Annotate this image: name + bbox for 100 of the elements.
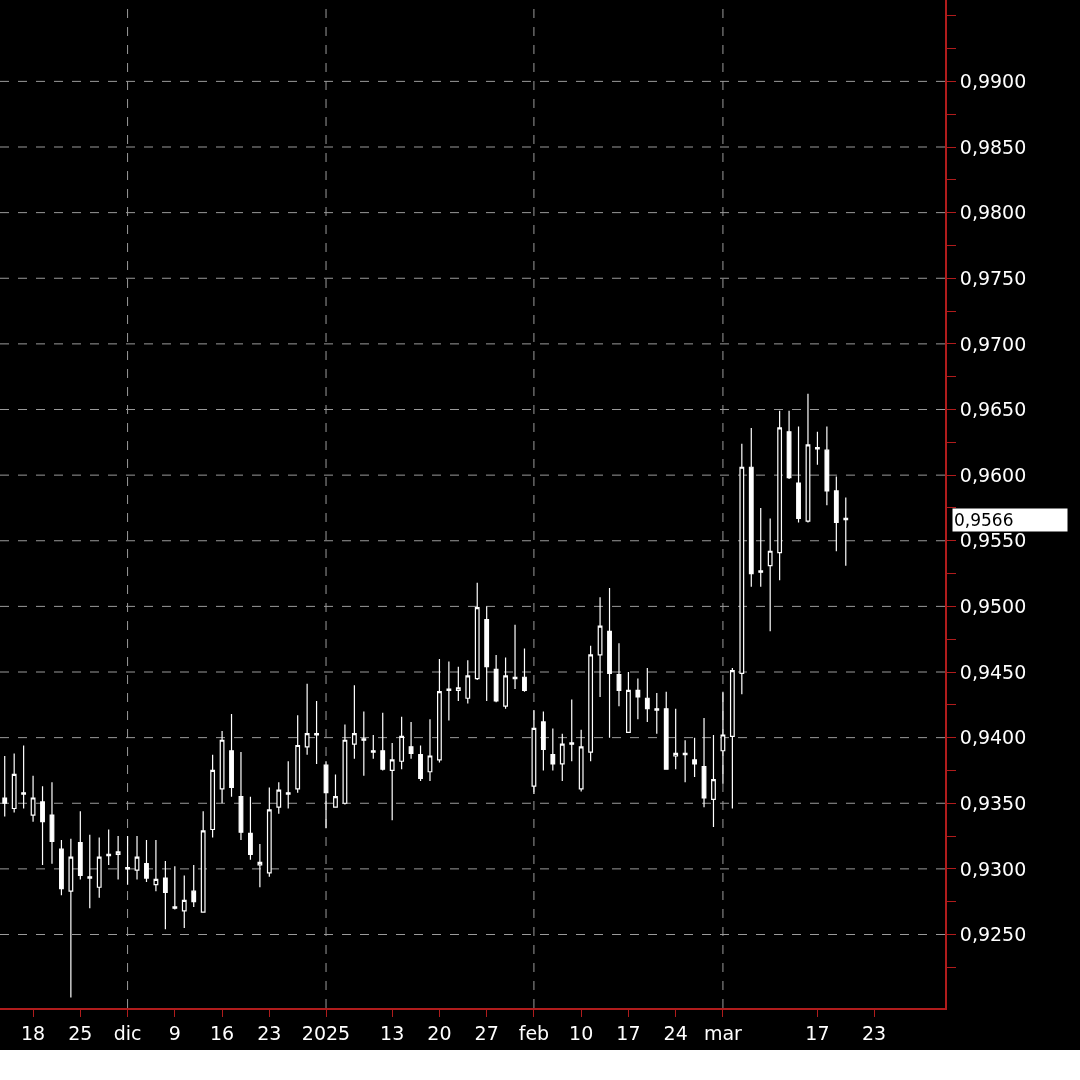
candlestick	[295, 714, 301, 794]
candlestick	[692, 737, 697, 778]
x-tick-label: mar	[703, 1021, 743, 1044]
candlestick	[30, 775, 36, 823]
x-tick-label: 13	[380, 1021, 405, 1044]
candlestick	[654, 692, 660, 735]
candlestick	[40, 785, 45, 866]
x-tick-label: 10	[569, 1021, 594, 1044]
candlestick	[531, 709, 537, 795]
x-tick-label: dic	[113, 1021, 142, 1044]
candlestick	[503, 656, 508, 710]
x-tick-label: 17	[616, 1021, 641, 1044]
x-tick-label: 17	[805, 1021, 830, 1044]
x-tick-label: 18	[20, 1021, 46, 1044]
candlestick	[711, 734, 716, 828]
candlestick	[815, 431, 820, 466]
candlestick	[408, 721, 414, 760]
candlestick	[446, 660, 452, 722]
y-tick-label: 0,9700	[959, 332, 1027, 355]
candlestick	[59, 839, 64, 896]
candlestick	[210, 754, 216, 838]
candlestick	[843, 496, 849, 567]
x-tick-label: 25	[68, 1021, 93, 1044]
candlestick	[238, 751, 244, 841]
candlestick	[77, 810, 83, 880]
candlestick	[191, 864, 197, 908]
candlestick	[635, 677, 641, 720]
candlestick	[701, 717, 707, 808]
y-tick-label: 0,9450	[959, 660, 1027, 683]
candlestick	[522, 647, 527, 693]
candlestick	[616, 642, 622, 707]
candlestick	[607, 587, 612, 739]
candlestick	[172, 865, 178, 911]
candlestick	[758, 507, 764, 588]
candlestick	[266, 786, 272, 878]
candlestick	[833, 475, 839, 552]
y-tick-label: 0,9350	[959, 791, 1027, 814]
candlestick	[729, 667, 735, 810]
candlestick	[144, 839, 149, 883]
candlestick	[323, 760, 329, 829]
candlestick	[351, 684, 357, 760]
candlestick	[285, 760, 291, 810]
y-tick-label: 0,9650	[959, 398, 1027, 421]
candlestick	[455, 666, 461, 702]
candlestick	[304, 683, 310, 756]
candlestick	[2, 755, 8, 817]
candlestick	[824, 425, 830, 506]
x-tick-label: 24	[663, 1021, 688, 1044]
candlestick	[87, 834, 93, 909]
candlestick	[682, 739, 688, 783]
y-tick-label: 0,9900	[959, 70, 1027, 93]
candlestick	[493, 654, 499, 703]
candlestick	[588, 645, 594, 762]
x-tick-label: 2025	[301, 1021, 351, 1044]
x-tick-label: 23	[257, 1021, 282, 1044]
candlestick	[162, 860, 168, 930]
candlestick	[418, 744, 423, 782]
candlestick	[720, 691, 726, 785]
candlestick	[276, 781, 282, 815]
candlestick	[49, 781, 55, 865]
candlestick	[399, 716, 405, 770]
candlestick	[484, 605, 490, 702]
y-tick-label: 0,9400	[959, 726, 1027, 749]
candlestick	[748, 427, 754, 588]
candlestick	[673, 708, 679, 770]
candlestick	[314, 700, 319, 765]
candlestick	[578, 729, 584, 793]
x-tick-label: 23	[862, 1021, 887, 1044]
candlestick	[153, 839, 159, 892]
candlestick	[333, 773, 338, 808]
candlestick	[437, 658, 442, 764]
x-tick-label: feb	[518, 1021, 550, 1044]
text: 0,9566	[954, 510, 1014, 530]
y-tick-label: 0,9750	[959, 266, 1027, 289]
candlestick	[597, 596, 603, 698]
candlestick	[11, 752, 17, 814]
x-tick-label: 27	[474, 1021, 499, 1044]
candlestick	[219, 730, 225, 804]
candlestick	[115, 835, 121, 880]
candlestick	[134, 835, 140, 880]
candlestick	[427, 718, 433, 782]
y-tick-label: 0,9550	[959, 529, 1027, 552]
y-tick-label: 0,9850	[959, 135, 1027, 158]
y-tick-label: 0,9250	[959, 923, 1027, 946]
x-tick-label: 20	[427, 1021, 452, 1044]
candlestick	[229, 713, 234, 798]
candlestick	[200, 810, 206, 913]
candlestick	[106, 828, 112, 866]
candlestick	[626, 671, 631, 733]
candlestick	[380, 712, 386, 772]
candlestick	[512, 624, 518, 690]
candlestick	[767, 517, 773, 632]
candlestick	[805, 393, 811, 523]
candlestick	[21, 744, 27, 810]
candlestick	[68, 838, 74, 999]
candlestick	[559, 733, 565, 782]
candlestick	[248, 796, 253, 861]
y-tick-label: 0,9600	[959, 463, 1027, 486]
candlestick	[540, 710, 546, 772]
x-tick-label: 16	[209, 1021, 235, 1044]
